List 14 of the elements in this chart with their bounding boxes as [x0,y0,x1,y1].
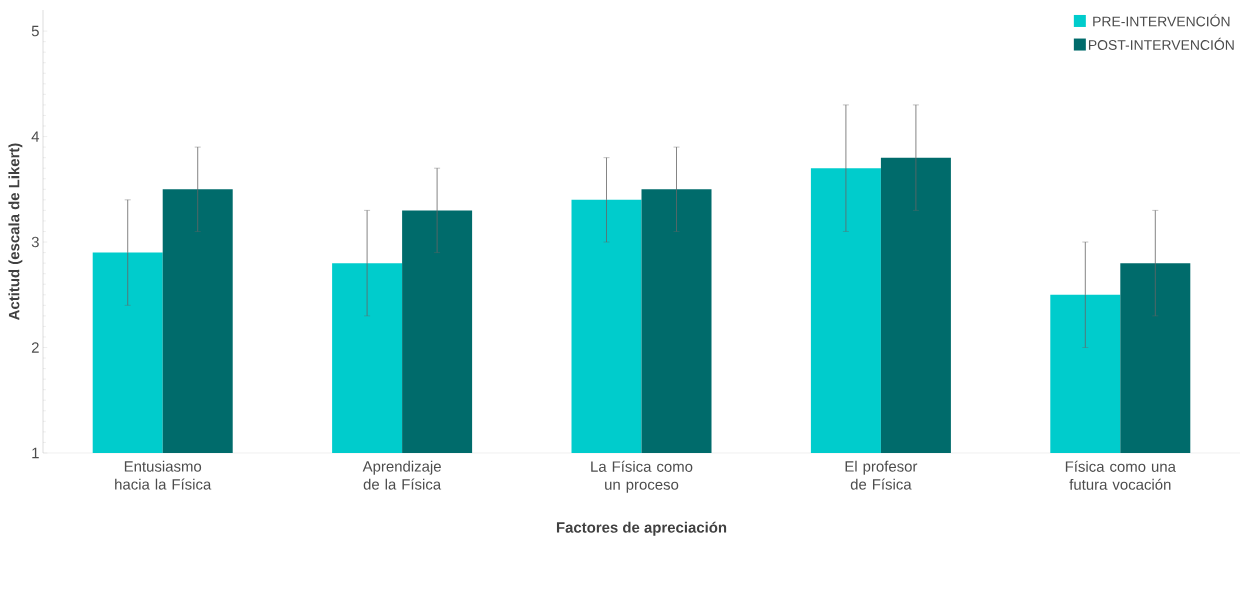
y-tick-label: 3 [31,236,39,248]
y-axis-title: Actitud (escala de Likert) [8,143,23,320]
x-tick-label: Física como una futura vocación [1065,460,1176,490]
x-tick-label: El profesor de Física [845,460,918,490]
x-tick-label: Aprendizaje de la Física [362,460,442,490]
y-tick-label: 1 [32,447,39,459]
y-tick-label: 2 [31,342,39,353]
legend-label: PRE-INTERVENCIÓN [1093,14,1230,27]
x-tick-label: Entusiasmo hacia la Física [115,460,212,490]
x-axis-title: Factores de apreciación [556,521,727,536]
legend-label: POST-INTERVENCIÓN [1088,37,1234,50]
y-tick-label: 4 [31,131,40,142]
y-tick-label: 5 [31,25,39,37]
x-tick-label: La Física como un proceso [591,460,693,493]
